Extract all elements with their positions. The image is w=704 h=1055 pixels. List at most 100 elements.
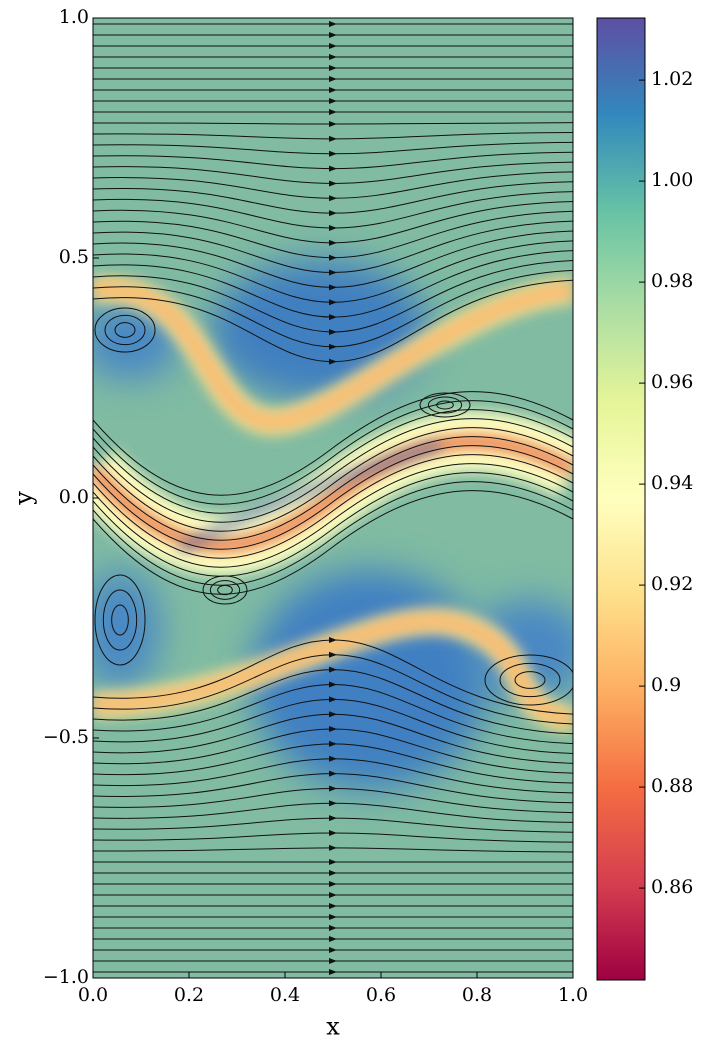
- colorbar-tick-label: 1.00: [651, 169, 693, 191]
- stream-arrow: [329, 681, 337, 688]
- streamline: [209, 580, 241, 600]
- streamline: [93, 463, 573, 568]
- stream-arrow: [329, 844, 337, 851]
- y-tick-label: 0.5: [59, 246, 89, 268]
- stream-arrow: [329, 358, 337, 365]
- stream-arrow: [329, 87, 337, 93]
- stream-arrow: [329, 881, 337, 887]
- stream-arrow: [329, 651, 337, 658]
- streamline: [94, 307, 156, 353]
- colorbar-tick-label: 0.86: [651, 876, 693, 898]
- stream-arrow: [329, 892, 337, 898]
- stream-arrow: [329, 225, 337, 231]
- x-axis-label: x: [326, 1013, 340, 1041]
- colorbar-tick-label: 0.88: [651, 775, 693, 797]
- x-tick-label: 0.8: [462, 984, 492, 1006]
- streamline: [514, 671, 546, 689]
- stream-arrow: [329, 21, 337, 27]
- stream-arrow: [329, 830, 337, 836]
- streamline: [93, 436, 573, 541]
- stream-arrow: [329, 770, 337, 777]
- colorbar-tick-label: 0.9: [651, 674, 681, 696]
- colorbar-tick-label: 0.92: [651, 573, 693, 595]
- streamline: [93, 409, 573, 514]
- y-tick-label: 0.0: [59, 486, 89, 508]
- streamline: [111, 604, 129, 636]
- y-axis-label: y: [10, 491, 38, 506]
- stream-arrow: [329, 785, 337, 792]
- stream-arrow: [329, 947, 337, 953]
- streamline: [93, 427, 573, 532]
- stream-arrow: [329, 711, 337, 718]
- stream-arrow: [329, 121, 337, 128]
- stream-arrow: [329, 210, 337, 217]
- stream-arrow: [329, 109, 337, 115]
- x-tick-label: 0.6: [366, 984, 396, 1006]
- streamline: [93, 454, 573, 559]
- y-tick-label: −0.5: [43, 726, 89, 748]
- streamline: [94, 574, 146, 666]
- stream-arrow: [329, 299, 337, 306]
- stream-arrow: [329, 43, 337, 49]
- stream-arrow: [329, 740, 337, 747]
- stream-arrow: [329, 958, 337, 964]
- stream-arrow: [329, 32, 337, 38]
- streamline: [484, 654, 573, 706]
- stream-arrow: [329, 755, 337, 762]
- streamline: [419, 392, 471, 418]
- stream-arrow: [329, 726, 337, 733]
- stream-arrow: [329, 800, 337, 807]
- stream-arrow: [329, 914, 337, 920]
- stream-arrow: [329, 254, 337, 261]
- y-tick-label: 1.0: [59, 6, 89, 28]
- colorbar: [596, 17, 646, 981]
- stream-arrow: [329, 195, 337, 202]
- stream-arrow: [329, 165, 337, 172]
- streamline: [93, 490, 573, 595]
- streamline: [93, 391, 573, 496]
- x-tick-label: 0.0: [78, 984, 108, 1006]
- stream-arrow: [329, 150, 337, 157]
- stream-arrow: [329, 54, 337, 60]
- streamline: [114, 322, 136, 338]
- streamline: [499, 662, 561, 698]
- stream-arrow: [329, 98, 337, 104]
- x-tick-label: 0.4: [270, 984, 300, 1006]
- streamline: [104, 314, 146, 346]
- stream-arrow: [329, 328, 337, 335]
- stream-arrow: [329, 343, 337, 350]
- stream-arrow: [329, 936, 337, 942]
- stream-arrow: [329, 903, 337, 909]
- y-tick-label: −1.0: [43, 966, 89, 988]
- stream-arrow: [329, 239, 337, 246]
- streamline: [217, 584, 233, 596]
- streamline: [102, 589, 138, 651]
- stream-arrow: [329, 269, 337, 276]
- colorbar-tick-label: 1.02: [651, 68, 693, 90]
- stream-arrow: [329, 284, 337, 291]
- streamline: [93, 418, 573, 523]
- streamline: [202, 575, 248, 605]
- colorbar-tick-label: 0.98: [651, 270, 693, 292]
- x-tick-label: 0.2: [174, 984, 204, 1006]
- stream-arrow: [329, 314, 337, 321]
- stream-arrow: [329, 859, 337, 865]
- field: [93, 18, 573, 978]
- streamline: [93, 481, 573, 586]
- streamline: [436, 400, 454, 410]
- streamline: [93, 400, 573, 505]
- x-tick-label: 1.0: [558, 984, 588, 1006]
- streamline: [93, 472, 573, 577]
- stream-arrow: [329, 636, 337, 643]
- stream-arrow: [329, 870, 337, 876]
- streamline: [93, 445, 573, 550]
- stream-arrow: [329, 925, 337, 931]
- streamline: [427, 396, 463, 414]
- stream-arrow: [329, 696, 337, 703]
- colorbar-tick-label: 0.94: [651, 472, 693, 494]
- stream-arrow: [329, 666, 337, 673]
- stream-arrow: [329, 76, 337, 82]
- stream-arrow: [329, 180, 337, 187]
- stream-arrow: [329, 135, 337, 142]
